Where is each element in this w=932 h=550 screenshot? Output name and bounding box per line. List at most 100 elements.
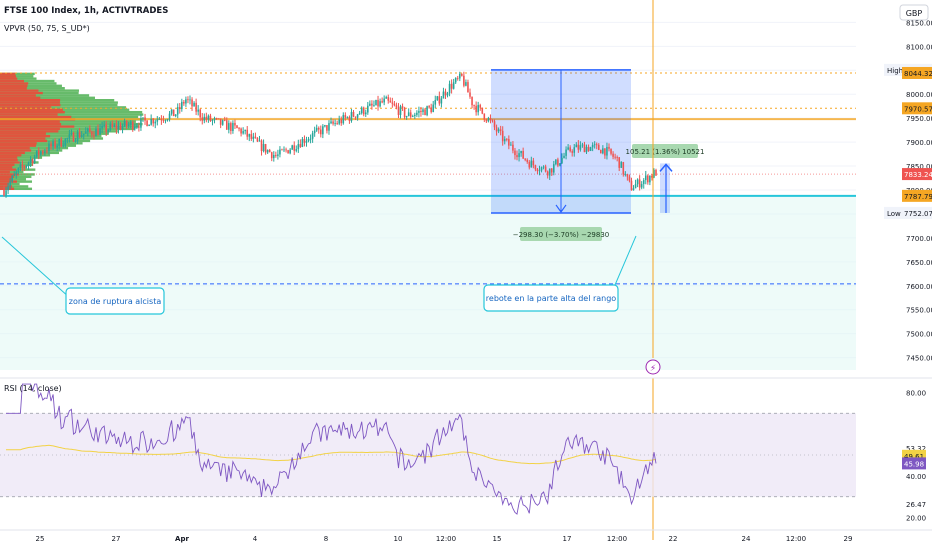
volume-bar-down [0, 75, 16, 78]
volume-bar-down [0, 139, 48, 143]
candle-body [131, 121, 134, 130]
candle-body [250, 134, 253, 139]
volume-bar-up [0, 79, 55, 83]
candle-body [399, 106, 402, 115]
candle-body [277, 154, 279, 156]
candle-body [352, 111, 355, 117]
candle-body [522, 150, 524, 159]
candle-body [322, 126, 324, 135]
currency-box[interactable] [899, 4, 929, 21]
candle-body [121, 126, 124, 130]
time-tick: 24 [742, 535, 751, 543]
candle-body [21, 164, 24, 167]
candle-body [166, 119, 169, 121]
candle-body [86, 128, 89, 132]
candle-body [616, 157, 618, 158]
candle-body [458, 73, 461, 79]
breakout-zone-fill [0, 195, 856, 370]
candle-body [626, 174, 629, 177]
candle-body [9, 181, 11, 187]
candle-body [583, 144, 586, 153]
candle-body [176, 107, 179, 115]
candle-body [593, 144, 596, 146]
candle-body [252, 136, 255, 139]
candle-body [117, 125, 120, 130]
rsi-line [6, 383, 657, 515]
candle-body [211, 120, 214, 122]
candle-body [495, 127, 498, 132]
candle-body [618, 157, 621, 168]
candle-body [146, 120, 148, 127]
candle-body [109, 124, 112, 130]
volume-bar-up [0, 154, 51, 157]
callout-box [483, 284, 619, 312]
candle-body [217, 118, 220, 120]
candle-body [324, 125, 326, 127]
candle-body [52, 141, 54, 147]
volume-bar-down [0, 142, 37, 145]
volume-bar-down [0, 110, 65, 114]
candle-body [373, 105, 375, 106]
volume-bar-down [0, 94, 36, 97]
volume-bar-down [0, 187, 15, 190]
candle-body [503, 138, 506, 142]
candle-body [403, 108, 406, 118]
candle-body [291, 145, 293, 150]
measure-labels: −298.30 (−3.70%) −29830 105.21 (1.36%) 10… [513, 144, 704, 241]
candle-body [487, 118, 490, 122]
candle-body [93, 134, 95, 137]
candle-body [655, 169, 657, 176]
price-tag-name: Low [887, 210, 901, 218]
candle-body [465, 82, 467, 86]
volume-bar-down [0, 178, 13, 181]
candle-body [375, 99, 377, 106]
volume-bar-down [0, 132, 46, 135]
candle-body [37, 150, 40, 155]
candle-body [438, 96, 441, 104]
candle-body [501, 130, 504, 142]
candle-body [426, 106, 428, 116]
candle-body [48, 143, 50, 152]
volume-bar-down [0, 79, 24, 83]
candle-body [450, 83, 453, 89]
candle-body [367, 105, 369, 113]
measure-box-up [660, 163, 670, 213]
candle-body [287, 150, 289, 154]
candle-body [356, 114, 359, 118]
candle-body [575, 144, 578, 148]
candle-body [422, 109, 424, 113]
volume-bar-up [0, 142, 83, 145]
candle-body [281, 149, 283, 151]
candle-body [491, 120, 494, 122]
candle-body [82, 133, 85, 136]
candle-body [230, 123, 232, 131]
candle-body [364, 112, 367, 115]
candle-body [597, 144, 600, 150]
volume-bar-down [0, 130, 59, 133]
volume-bar-down [0, 156, 18, 159]
candle-body [289, 149, 291, 154]
time-axis[interactable]: 25 27 Apr 4 8 10 12:00 15 17 12:00 22 24 12:00 29 [0, 529, 932, 543]
time-tick: 12:00 [786, 535, 806, 543]
volume-bar-down [0, 149, 32, 152]
candle-body [538, 170, 541, 172]
candle-body [33, 156, 36, 164]
candle-body [512, 144, 514, 151]
volume-bar-up [0, 185, 29, 188]
volume-bar-down [0, 161, 20, 164]
candle-body [377, 99, 379, 107]
time-tick: 27 [112, 535, 121, 543]
price-tick: 7550.00 [906, 307, 932, 315]
lightning-glyph: ⚡ [650, 364, 656, 374]
candle-body [138, 126, 140, 128]
candle-body [463, 75, 465, 86]
candle-body [424, 109, 426, 116]
candle-body [89, 128, 91, 132]
price-tag-box [902, 66, 932, 79]
volume-bar-up [0, 75, 34, 78]
candle-body [516, 155, 518, 158]
candle-body [647, 175, 649, 183]
candle-body [634, 184, 637, 189]
